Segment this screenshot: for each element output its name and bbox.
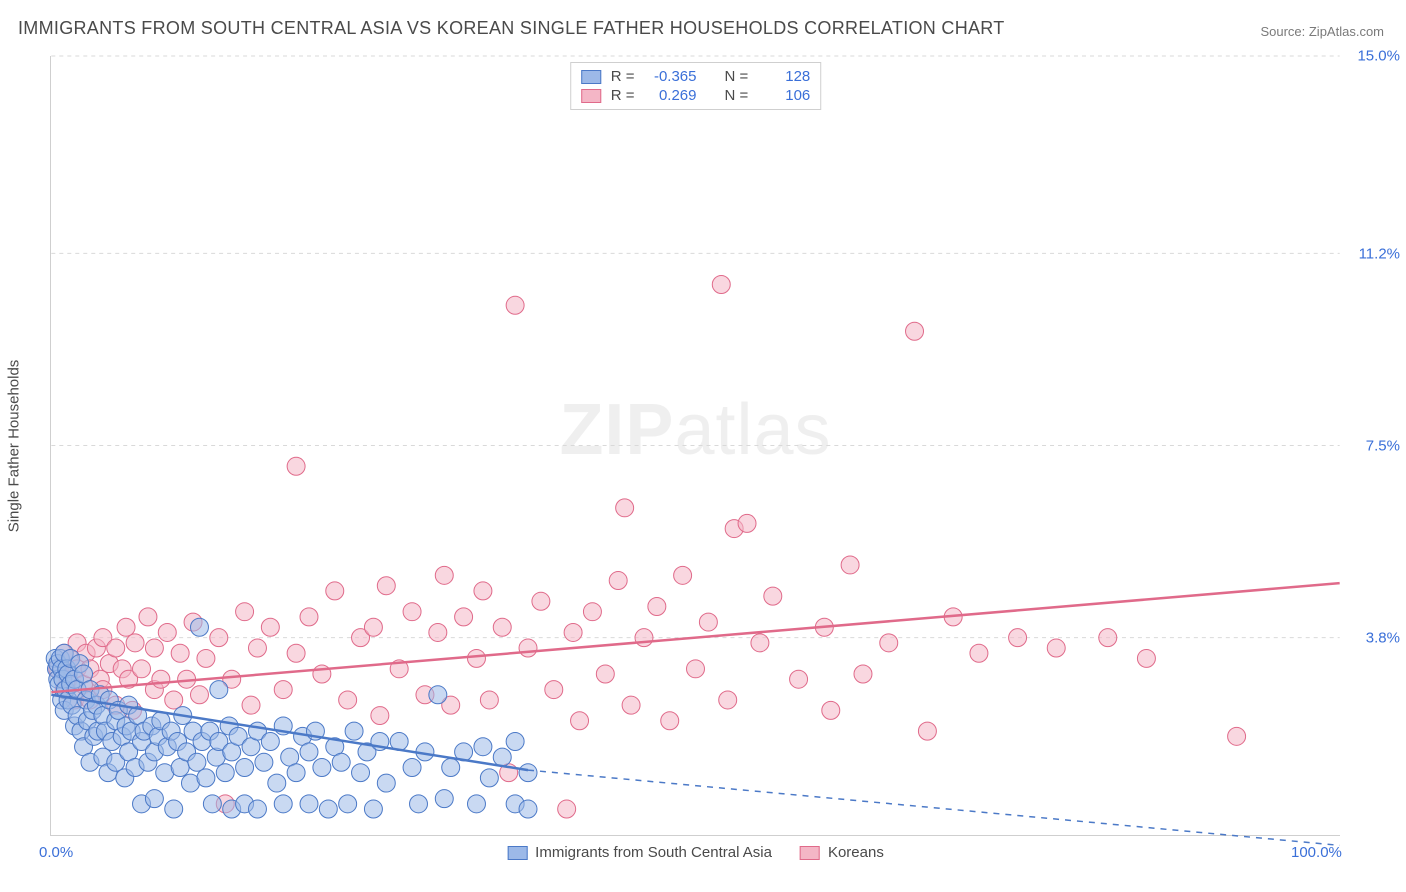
y-tick-label: 3.8% [1345, 630, 1400, 647]
stat-label-r: R = [611, 68, 635, 85]
source-attribution: Source: ZipAtlas.com [1260, 24, 1384, 39]
stat-blue-n: 128 [758, 68, 810, 85]
bottom-legend: Immigrants from South Central Asia Korea… [507, 844, 884, 861]
legend-swatch-blue [507, 846, 527, 860]
stat-label-n2: N = [725, 87, 749, 104]
chart-title: IMMIGRANTS FROM SOUTH CENTRAL ASIA VS KO… [18, 18, 1005, 39]
legend-item-pink: Koreans [800, 844, 884, 861]
stats-legend-box: R = -0.365 N = 128 R = 0.269 N = 106 [570, 62, 822, 110]
y-axis-label: Single Father Households [6, 360, 23, 533]
stat-pink-n: 106 [758, 87, 810, 104]
plot-area: ZIPatlas R = -0.365 N = 128 R = 0.269 N … [50, 56, 1340, 836]
legend-item-blue: Immigrants from South Central Asia [507, 844, 772, 861]
stat-label-n: N = [725, 68, 749, 85]
y-tick-label: 11.2% [1345, 245, 1400, 262]
stat-pink-r: 0.269 [645, 87, 697, 104]
legend-swatch-pink [800, 846, 820, 860]
y-tick-label: 15.0% [1345, 48, 1400, 65]
y-tick-label: 7.5% [1345, 438, 1400, 455]
legend-label-blue: Immigrants from South Central Asia [535, 844, 772, 861]
swatch-blue [581, 70, 601, 84]
x-tick-label: 100.0% [1291, 844, 1342, 861]
x-tick-label: 0.0% [39, 844, 73, 861]
legend-label-pink: Koreans [828, 844, 884, 861]
swatch-pink [581, 89, 601, 103]
stat-label-r2: R = [611, 87, 635, 104]
stats-row-pink: R = 0.269 N = 106 [581, 86, 811, 105]
chart-svg [51, 56, 1340, 835]
stats-row-blue: R = -0.365 N = 128 [581, 67, 811, 86]
stat-blue-r: -0.365 [645, 68, 697, 85]
chart-frame: IMMIGRANTS FROM SOUTH CENTRAL ASIA VS KO… [0, 0, 1406, 892]
